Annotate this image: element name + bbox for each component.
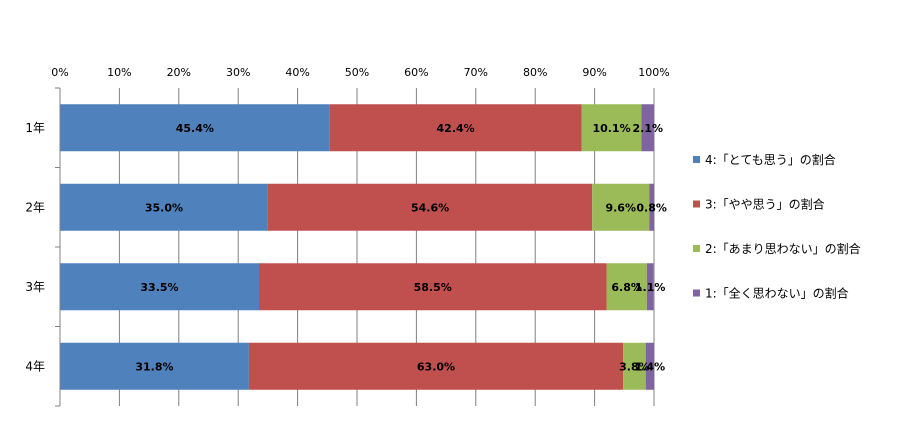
bar-segment xyxy=(649,183,654,231)
bar-segment xyxy=(623,342,646,390)
category-label: 2年 xyxy=(25,200,45,214)
legend: 4:「とても思う」の割合 3:「やや思う」の割合 2:「あまり思わない」の割合 1:「… xyxy=(693,152,861,301)
x-axis-ticks: 0% 10% 20% 30% 40% 50% 60% 70% 80% 90% 100% xyxy=(51,66,669,79)
legend-label: 4:「とても思う」の割合 xyxy=(705,152,836,167)
legend-swatch xyxy=(693,245,700,252)
legend-label: 2:「あまり思わない」の割合 xyxy=(705,241,861,256)
bar-segment xyxy=(329,104,582,152)
data-label: 1.4% xyxy=(635,360,666,373)
y-axis: 1年 2年 3年 4年 xyxy=(25,87,61,407)
data-label: 10.1% xyxy=(592,122,630,135)
x-tick-label: 70% xyxy=(464,66,488,79)
bar-segment xyxy=(606,263,647,311)
bar-segment xyxy=(581,104,642,152)
bar-segment xyxy=(258,263,607,311)
x-tick-label: 60% xyxy=(404,66,428,79)
bar-segment xyxy=(248,342,624,390)
data-label: 6.8% xyxy=(611,281,642,294)
bars: 45.4% 42.4% 10.1% 2.1% 35.0% 54.6% 9.6% 0.8% 33.… xyxy=(60,104,667,390)
data-label: 3.8% xyxy=(619,360,650,373)
data-label: 63.0% xyxy=(417,360,455,373)
legend-swatch xyxy=(693,200,700,208)
legend-label: 3:「やや思う」の割合 xyxy=(705,197,825,212)
category-label: 1年 xyxy=(25,121,45,135)
category-label: 4年 xyxy=(25,359,45,373)
bar-segment xyxy=(641,104,654,152)
legend-swatch xyxy=(693,289,700,297)
data-label: 9.6% xyxy=(605,201,636,214)
x-tick-label: 40% xyxy=(285,66,309,79)
x-tick-label: 90% xyxy=(582,66,606,79)
data-label: 33.5% xyxy=(140,281,178,294)
data-label: 1.1% xyxy=(635,281,666,294)
x-tick-label: 80% xyxy=(523,66,547,79)
legend-swatch xyxy=(693,156,700,163)
bar-segment xyxy=(592,183,650,231)
bar-segment xyxy=(267,183,593,231)
x-tick-label: 10% xyxy=(107,66,131,79)
data-label: 31.8% xyxy=(135,360,173,373)
x-tick-label: 20% xyxy=(167,66,191,79)
x-tick-label: 30% xyxy=(226,66,250,79)
data-label: 2.1% xyxy=(633,122,664,135)
bar-segment xyxy=(60,104,330,152)
bar-segment xyxy=(60,263,259,311)
data-label: 0.8% xyxy=(636,201,667,214)
bar-segment xyxy=(60,342,249,390)
category-label: 3年 xyxy=(25,280,45,294)
data-label: 45.4% xyxy=(176,122,214,135)
legend-label: 1:「全く思わない」の割合 xyxy=(705,286,849,301)
x-tick-label: 100% xyxy=(638,66,669,79)
bar-segment xyxy=(645,342,654,390)
data-label: 42.4% xyxy=(437,122,475,135)
data-label: 58.5% xyxy=(414,281,452,294)
x-tick-label: 50% xyxy=(345,66,369,79)
bar-segment xyxy=(646,263,654,311)
x-tick-label: 0% xyxy=(51,66,68,79)
data-label: 35.0% xyxy=(145,201,183,214)
bar-segment xyxy=(60,183,268,231)
data-label: 54.6% xyxy=(411,201,449,214)
